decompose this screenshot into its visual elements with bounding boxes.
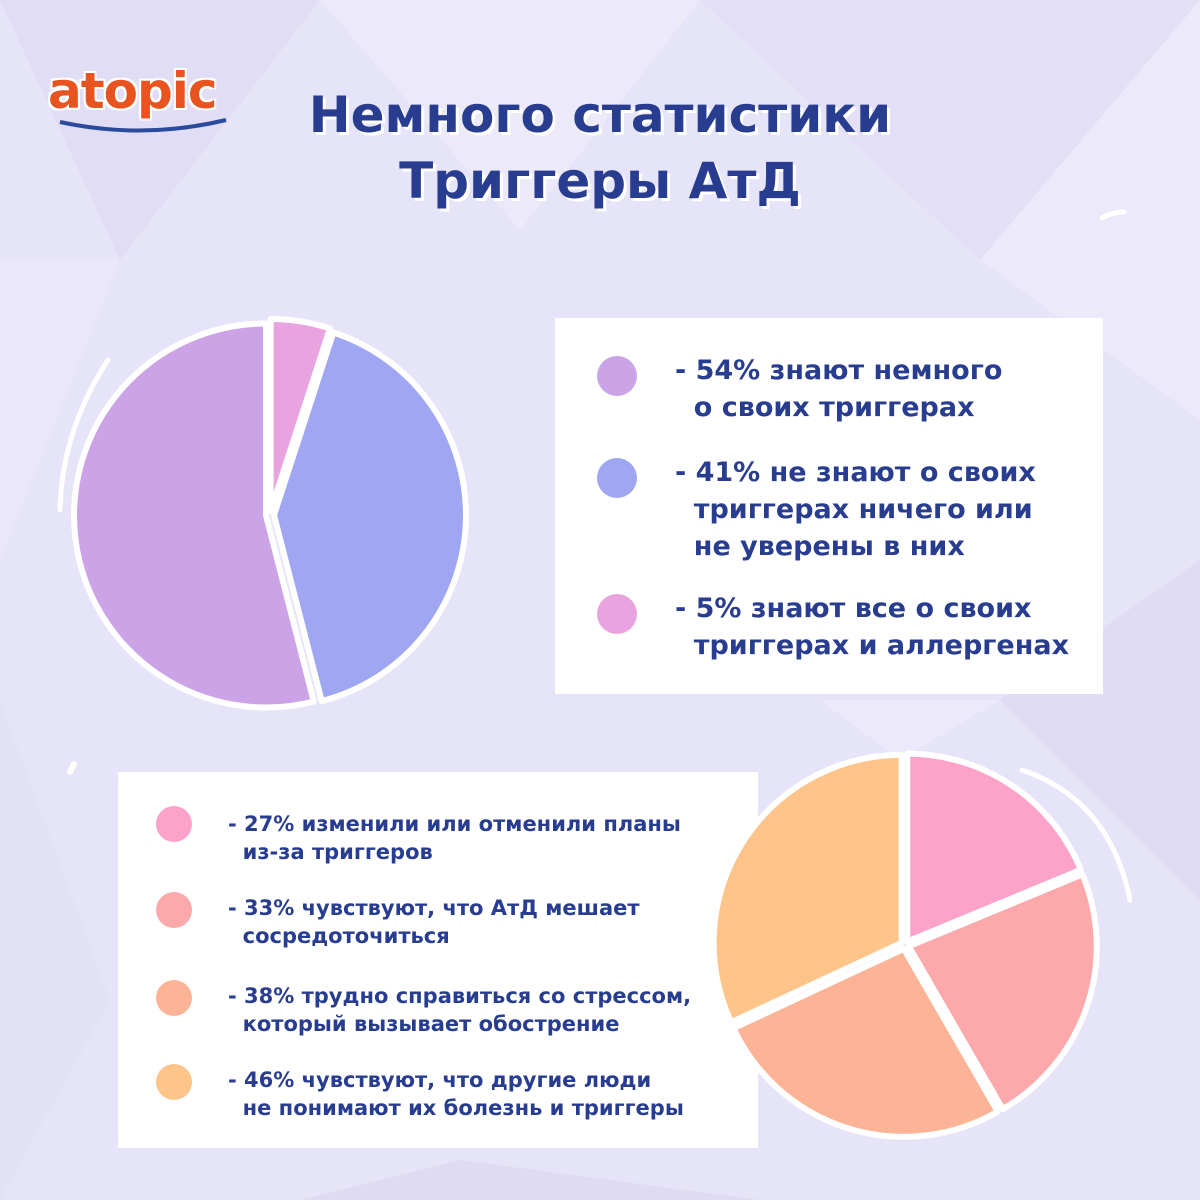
pie1-slice-3 (71, 320, 317, 711)
pie1-slice-2 (270, 329, 469, 705)
legend-label-3: - 5% знают все о своих триггерах и аллер… (675, 593, 1070, 661)
pie-chart-impact (710, 750, 1100, 1140)
legend-dot-5 (156, 892, 192, 928)
page-title: Немного статистики (308, 86, 892, 144)
pie-chart-awareness (71, 316, 469, 711)
legend-dot-4 (156, 806, 192, 842)
pie1-slice-1 (267, 316, 333, 515)
legend-label-1: - 54% знают немного о своих триггерах (675, 355, 1003, 423)
pie2-slice-2 (905, 871, 1100, 1113)
legend-label-5: - 33% чувствуют, что АтД мешает сосредот… (228, 896, 640, 948)
legend-dot-3 (597, 594, 637, 634)
legend-dot-7 (156, 1064, 192, 1100)
pie2-slice-4 (710, 751, 905, 1026)
logo-swoosh-icon (59, 118, 227, 133)
legend-dot-1 (597, 356, 637, 396)
legend-label-2: - 41% не знают о своих триггерах ничего … (675, 457, 1036, 562)
legend-dot-2 (597, 458, 637, 498)
legend-card-bottom: - 27% изменили или отменили планы из-за … (118, 772, 758, 1148)
legend-label-4: - 27% изменили или отменили планы из-за … (228, 812, 681, 864)
atopic-logo: atopic (48, 62, 218, 120)
legend-card-top: - 54% знают немного о своих триггерах - … (555, 318, 1103, 694)
legend-label-6: - 38% трудно справиться со стрессом, кот… (228, 984, 692, 1036)
pie2-slice-3 (730, 945, 1001, 1140)
legend-dot-6 (156, 980, 192, 1016)
legend-label-7: - 46% чувствуют, что другие люди не пони… (228, 1068, 684, 1120)
page-subtitle: Триггеры АтД (399, 152, 801, 210)
